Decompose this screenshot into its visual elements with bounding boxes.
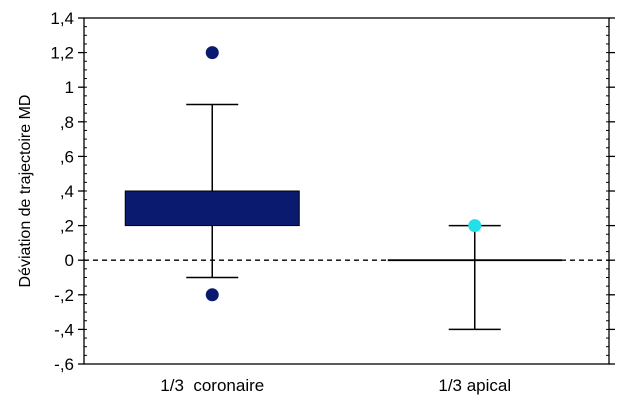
y-tick-label: 1 <box>65 78 74 97</box>
y-tick-label: ,4 <box>60 182 74 201</box>
y-tick-label: 1,2 <box>50 44 74 63</box>
y-tick-label: -,6 <box>54 355 74 374</box>
box-body <box>124 190 300 227</box>
outlier-point <box>205 288 219 302</box>
y-tick-label: -,4 <box>54 320 74 339</box>
y-tick-label: 0 <box>65 251 74 270</box>
right-axis-ticks <box>606 17 615 365</box>
category-labels: 1/3 coronaire 1/3 apical <box>160 376 511 395</box>
category-label: 1/3 apical <box>438 376 511 395</box>
y-tick-label: 1,4 <box>50 9 74 28</box>
box-1 <box>387 219 562 331</box>
box-0 <box>124 46 300 302</box>
y-tick-label: ,2 <box>60 217 74 236</box>
y-tick-label: ,8 <box>60 113 74 132</box>
outlier-point <box>205 46 219 60</box>
boxes-layer <box>124 46 562 331</box>
category-label: 1/3 coronaire <box>160 376 264 395</box>
y-tick-label: ,6 <box>60 147 74 166</box>
outlier-point <box>468 219 482 233</box>
y-axis: -,6 -,4 -,2 0 ,2 ,4 ,6 ,8 1 1,2 1,4 <box>50 9 87 374</box>
y-tick-label: -,2 <box>54 286 74 305</box>
y-axis-title: Déviation de trajectoire MD <box>17 95 34 288</box>
